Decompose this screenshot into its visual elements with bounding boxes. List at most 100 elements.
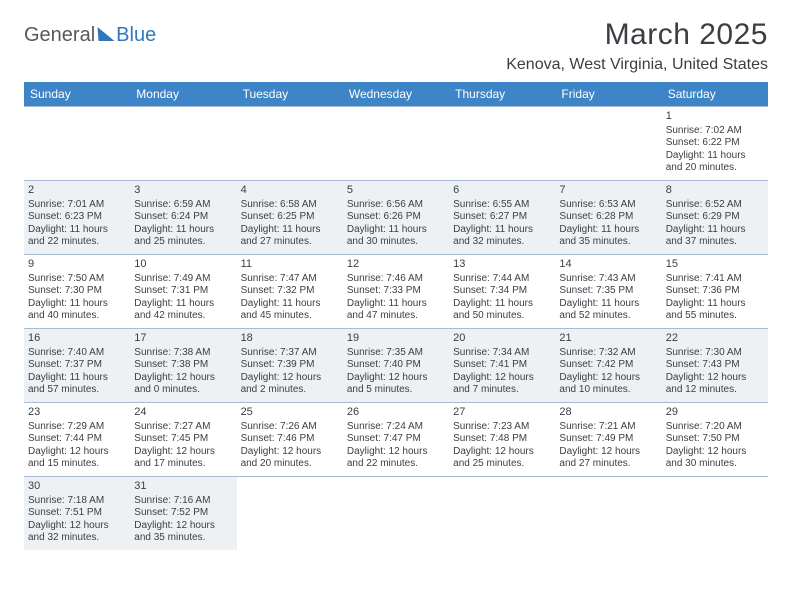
sunrise-line: Sunrise: 7:50 AM [28,273,126,286]
daylight-line: Daylight: 12 hours and 32 minutes. [28,520,126,545]
calendar-cell-empty [555,476,661,550]
calendar-cell: 10Sunrise: 7:49 AMSunset: 7:31 PMDayligh… [130,254,236,328]
sunset-line: Sunset: 7:36 PM [666,285,764,298]
day-number: 8 [666,184,764,198]
day-number: 25 [241,406,339,420]
sunrise-line: Sunrise: 7:20 AM [666,421,764,434]
weekday-header: Thursday [449,82,555,106]
sunset-line: Sunset: 7:35 PM [559,285,657,298]
calendar-cell: 30Sunrise: 7:18 AMSunset: 7:51 PMDayligh… [24,476,130,550]
calendar-cell: 14Sunrise: 7:43 AMSunset: 7:35 PMDayligh… [555,254,661,328]
daylight-line: Daylight: 11 hours and 32 minutes. [453,224,551,249]
calendar-cell-empty [237,476,343,550]
daylight-line: Daylight: 12 hours and 30 minutes. [666,446,764,471]
sunset-line: Sunset: 7:40 PM [347,359,445,372]
sunrise-line: Sunrise: 7:47 AM [241,273,339,286]
location-text: Kenova, West Virginia, United States [506,56,768,74]
sunrise-line: Sunrise: 7:34 AM [453,347,551,360]
sunset-line: Sunset: 7:42 PM [559,359,657,372]
calendar-cell: 16Sunrise: 7:40 AMSunset: 7:37 PMDayligh… [24,328,130,402]
calendar-cell: 31Sunrise: 7:16 AMSunset: 7:52 PMDayligh… [130,476,236,550]
header: General Blue March 2025 Kenova, West Vir… [24,18,768,74]
calendar-cell: 18Sunrise: 7:37 AMSunset: 7:39 PMDayligh… [237,328,343,402]
calendar-cell-empty [343,476,449,550]
sunset-line: Sunset: 7:34 PM [453,285,551,298]
day-number: 14 [559,258,657,272]
sunrise-line: Sunrise: 7:44 AM [453,273,551,286]
sunrise-line: Sunrise: 7:35 AM [347,347,445,360]
day-number: 7 [559,184,657,198]
day-number: 2 [28,184,126,198]
calendar-cell: 12Sunrise: 7:46 AMSunset: 7:33 PMDayligh… [343,254,449,328]
sunset-line: Sunset: 7:47 PM [347,433,445,446]
sunrise-line: Sunrise: 6:56 AM [347,199,445,212]
daylight-line: Daylight: 12 hours and 17 minutes. [134,446,232,471]
day-number: 5 [347,184,445,198]
calendar-cell-empty [662,476,768,550]
sunset-line: Sunset: 7:51 PM [28,507,126,520]
month-title: March 2025 [506,18,768,52]
daylight-line: Daylight: 11 hours and 47 minutes. [347,298,445,323]
calendar-cell: 29Sunrise: 7:20 AMSunset: 7:50 PMDayligh… [662,402,768,476]
brand-logo: General Blue [24,24,156,47]
sunset-line: Sunset: 6:22 PM [666,137,764,150]
day-number: 13 [453,258,551,272]
sunrise-line: Sunrise: 7:01 AM [28,199,126,212]
calendar-cell-empty [449,106,555,180]
day-number: 6 [453,184,551,198]
daylight-line: Daylight: 12 hours and 15 minutes. [28,446,126,471]
calendar-cell: 13Sunrise: 7:44 AMSunset: 7:34 PMDayligh… [449,254,555,328]
sunset-line: Sunset: 7:41 PM [453,359,551,372]
sunrise-line: Sunrise: 6:58 AM [241,199,339,212]
sunset-line: Sunset: 7:50 PM [666,433,764,446]
calendar-cell: 27Sunrise: 7:23 AMSunset: 7:48 PMDayligh… [449,402,555,476]
weekday-header: Friday [555,82,661,106]
sunset-line: Sunset: 7:52 PM [134,507,232,520]
sunset-line: Sunset: 7:37 PM [28,359,126,372]
calendar: SundayMondayTuesdayWednesdayThursdayFrid… [24,82,768,550]
day-number: 9 [28,258,126,272]
weekday-header: Wednesday [343,82,449,106]
day-number: 26 [347,406,445,420]
title-block: March 2025 Kenova, West Virginia, United… [506,18,768,74]
sunset-line: Sunset: 6:27 PM [453,211,551,224]
daylight-line: Daylight: 11 hours and 30 minutes. [347,224,445,249]
day-number: 17 [134,332,232,346]
day-number: 30 [28,480,126,494]
calendar-cell: 28Sunrise: 7:21 AMSunset: 7:49 PMDayligh… [555,402,661,476]
day-number: 19 [347,332,445,346]
daylight-line: Daylight: 11 hours and 40 minutes. [28,298,126,323]
sunrise-line: Sunrise: 7:41 AM [666,273,764,286]
sunrise-line: Sunrise: 7:24 AM [347,421,445,434]
calendar-cell: 4Sunrise: 6:58 AMSunset: 6:25 PMDaylight… [237,180,343,254]
calendar-cell: 2Sunrise: 7:01 AMSunset: 6:23 PMDaylight… [24,180,130,254]
sunrise-line: Sunrise: 6:59 AM [134,199,232,212]
sunset-line: Sunset: 7:39 PM [241,359,339,372]
calendar-cell: 7Sunrise: 6:53 AMSunset: 6:28 PMDaylight… [555,180,661,254]
sunset-line: Sunset: 6:23 PM [28,211,126,224]
calendar-cell: 6Sunrise: 6:55 AMSunset: 6:27 PMDaylight… [449,180,555,254]
sunrise-line: Sunrise: 7:32 AM [559,347,657,360]
daylight-line: Daylight: 11 hours and 50 minutes. [453,298,551,323]
sunset-line: Sunset: 7:44 PM [28,433,126,446]
daylight-line: Daylight: 12 hours and 5 minutes. [347,372,445,397]
sunrise-line: Sunrise: 7:49 AM [134,273,232,286]
calendar-cell-empty [237,106,343,180]
daylight-line: Daylight: 11 hours and 42 minutes. [134,298,232,323]
daylight-line: Daylight: 11 hours and 45 minutes. [241,298,339,323]
calendar-cell-empty [449,476,555,550]
sunset-line: Sunset: 7:31 PM [134,285,232,298]
daylight-line: Daylight: 11 hours and 55 minutes. [666,298,764,323]
daylight-line: Daylight: 12 hours and 22 minutes. [347,446,445,471]
calendar-cell-empty [555,106,661,180]
daylight-line: Daylight: 11 hours and 20 minutes. [666,150,764,175]
sunrise-line: Sunrise: 7:43 AM [559,273,657,286]
sunset-line: Sunset: 6:29 PM [666,211,764,224]
day-number: 31 [134,480,232,494]
daylight-line: Daylight: 12 hours and 10 minutes. [559,372,657,397]
calendar-cell: 22Sunrise: 7:30 AMSunset: 7:43 PMDayligh… [662,328,768,402]
calendar-cell: 15Sunrise: 7:41 AMSunset: 7:36 PMDayligh… [662,254,768,328]
weekday-header: Tuesday [237,82,343,106]
sunset-line: Sunset: 7:32 PM [241,285,339,298]
sunrise-line: Sunrise: 7:16 AM [134,495,232,508]
